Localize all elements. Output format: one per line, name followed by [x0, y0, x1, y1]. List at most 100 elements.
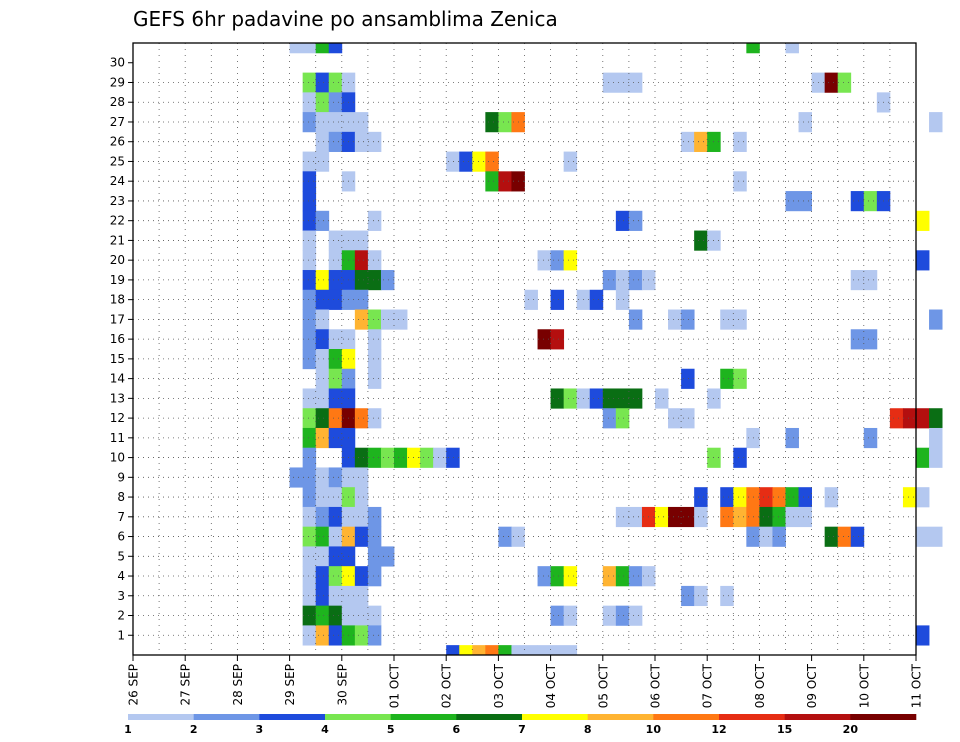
heatmap-cell — [916, 210, 930, 231]
heatmap-cell — [485, 112, 499, 133]
heatmap-cell — [302, 408, 317, 429]
heatmap-cell — [302, 625, 317, 646]
y-tick-label: 9 — [117, 470, 125, 484]
heatmap-cell — [759, 506, 773, 528]
x-tick-label: 29 SEP — [283, 664, 297, 706]
y-tick-label: 10 — [110, 451, 125, 465]
heatmap-cell — [315, 388, 330, 409]
heatmap-cell — [315, 43, 330, 54]
heatmap-cell — [655, 388, 669, 409]
heatmap-cell — [302, 171, 317, 192]
heatmap-cell — [550, 289, 565, 310]
heatmap-cell — [929, 309, 943, 330]
heatmap-cell — [550, 566, 565, 587]
heatmap-cell — [367, 566, 382, 587]
x-axis-ticks: 26 SEP 27 SEP 28 SEP 29 SEP 30 SEP 01 OCT 02 O… — [127, 655, 924, 708]
heatmap-cell — [602, 270, 617, 291]
heatmap-cell — [328, 270, 343, 291]
heatmap-cell — [315, 329, 330, 350]
heatmap-cell — [733, 487, 747, 508]
y-tick-label: 26 — [110, 135, 125, 149]
heatmap-cell — [380, 270, 395, 291]
heatmap-cell — [315, 368, 330, 389]
chart-title: GEFS 6hr padavine po ansamblima Zenica — [133, 7, 558, 31]
heatmap-cell — [367, 506, 382, 528]
colorbar-swatch — [456, 714, 523, 720]
heatmap-cell — [537, 566, 551, 587]
y-tick-label: 4 — [117, 569, 125, 583]
heatmap-cell — [615, 289, 630, 310]
y-tick-label: 11 — [110, 431, 125, 445]
y-tick-label: 13 — [110, 391, 125, 405]
heatmap-cell — [746, 43, 760, 54]
y-tick-label: 24 — [110, 174, 125, 188]
heatmap-cell — [302, 427, 317, 449]
heatmap-cell — [916, 250, 930, 271]
heatmap-cell — [315, 526, 330, 547]
heatmap-cell — [367, 349, 382, 370]
heatmap-cell — [302, 388, 317, 409]
heatmap-cell — [315, 210, 330, 231]
heatmap-cell — [367, 309, 382, 330]
heatmap-cell — [302, 349, 317, 370]
heatmap-cell — [459, 645, 473, 656]
heatmap-cell — [302, 112, 317, 133]
heatmap-cell — [694, 487, 708, 508]
colorbar-label: 3 — [256, 723, 264, 736]
heatmap-cell — [916, 487, 930, 508]
heatmap-cell — [681, 131, 695, 152]
colorbar-swatch — [128, 714, 194, 720]
y-tick-label: 1 — [117, 628, 125, 642]
colorbar-label: 15 — [777, 723, 792, 736]
heatmap-cell — [328, 408, 343, 429]
heatmap-cell — [694, 506, 708, 528]
heatmap-cell — [720, 487, 734, 508]
heatmap-cell — [302, 447, 317, 468]
heatmap-cell — [498, 645, 512, 656]
y-tick-label: 7 — [117, 510, 125, 524]
x-tick-label: 05 OCT — [596, 663, 610, 708]
heatmap-cell — [824, 487, 839, 508]
heatmap-cell — [328, 368, 343, 389]
heatmap-cell — [628, 270, 643, 291]
heatmap-cell — [733, 171, 747, 192]
y-axis-ticks: 1234567891011121314151617181920212223242… — [110, 56, 133, 642]
colorbar-label: 8 — [584, 723, 592, 736]
y-tick-label: 6 — [117, 530, 125, 544]
heatmap-cell — [328, 546, 356, 567]
heatmap-cell — [863, 427, 878, 449]
heatmap-cell — [367, 368, 382, 389]
heatmap-cell — [602, 605, 617, 626]
heatmap-cell — [354, 526, 369, 547]
x-tick-label: 01 OCT — [388, 663, 402, 708]
heatmap-cell — [602, 408, 617, 429]
colorbar-label: 6 — [453, 723, 461, 736]
heatmap-cell — [733, 447, 747, 468]
x-tick-label: 04 OCT — [544, 663, 558, 708]
heatmap-cell — [367, 526, 382, 547]
heatmap-cell — [328, 487, 343, 508]
heatmap-cell — [367, 447, 382, 468]
heatmap-cell — [694, 131, 708, 152]
heatmap-cell — [354, 309, 369, 330]
heatmap-cell — [602, 72, 643, 93]
heatmap-cell — [837, 526, 852, 547]
heatmap-cell — [302, 585, 317, 607]
heatmap-cell — [615, 566, 630, 587]
heatmap-cell — [563, 151, 578, 172]
heatmap-cell — [628, 309, 643, 330]
heatmap-cell — [916, 625, 930, 646]
y-tick-label: 19 — [110, 273, 125, 287]
colorbar-swatch — [653, 714, 720, 720]
heatmap-cell — [720, 506, 734, 528]
x-tick-label: 27 SEP — [179, 664, 193, 706]
heatmap-cell — [315, 309, 330, 330]
heatmap-cell — [354, 408, 369, 429]
y-tick-label: 3 — [117, 589, 125, 603]
colorbar-swatch — [390, 714, 457, 720]
heatmap-cell — [537, 645, 578, 656]
heatmap-cell — [315, 467, 330, 488]
heatmap-cell — [785, 487, 799, 508]
heatmap-cell — [615, 270, 630, 291]
